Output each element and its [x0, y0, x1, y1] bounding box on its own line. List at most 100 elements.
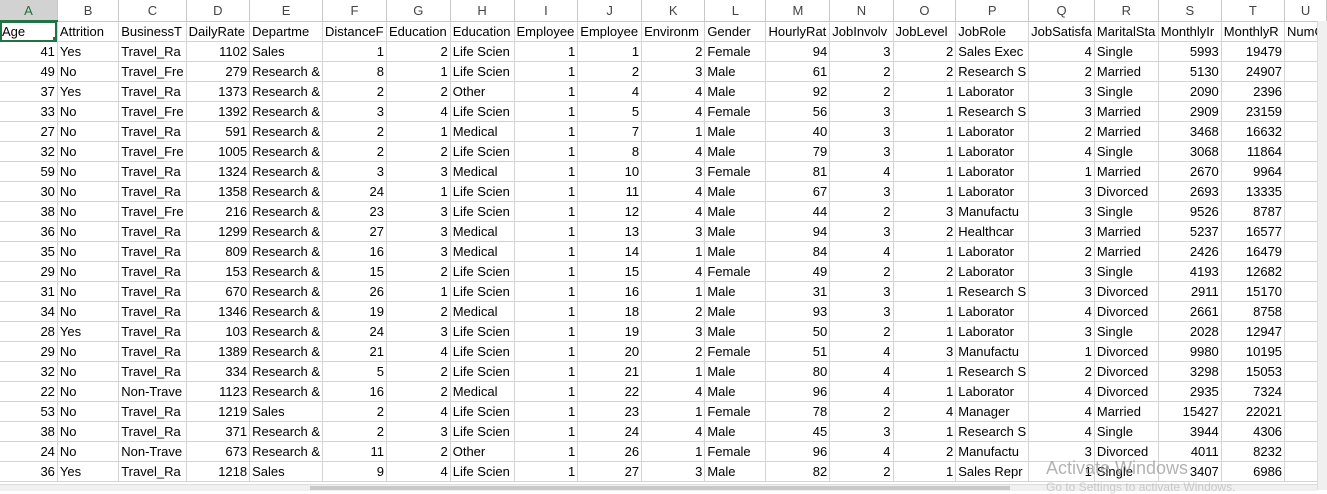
data-cell[interactable]: Travel_Ra [118, 161, 187, 182]
data-cell[interactable]: Married [1094, 61, 1159, 82]
data-cell[interactable]: Research & [249, 421, 324, 442]
data-cell[interactable]: 1 [514, 421, 579, 442]
data-cell[interactable]: 1 [893, 301, 957, 322]
data-cell[interactable]: 3 [1028, 181, 1095, 202]
data-cell[interactable]: 14 [577, 241, 643, 262]
data-cell[interactable]: Sales Exec [955, 41, 1030, 62]
data-cell[interactable]: 4 [641, 181, 706, 202]
data-cell[interactable]: 8 [577, 141, 643, 162]
data-cell[interactable]: Travel_Ra [118, 41, 187, 62]
data-cell[interactable]: 2 [893, 61, 957, 82]
data-cell[interactable]: 4 [829, 341, 894, 362]
data-cell[interactable]: Manufactu [955, 201, 1030, 222]
data-cell[interactable]: 8232 [1221, 441, 1286, 462]
data-cell[interactable]: 15 [577, 261, 643, 282]
data-cell[interactable]: 216 [186, 201, 251, 222]
column-header-f[interactable]: F [322, 0, 387, 22]
header-cell[interactable]: Employee [514, 21, 579, 42]
data-cell[interactable]: Single [1094, 41, 1159, 62]
data-cell[interactable]: 2 [1028, 121, 1095, 142]
data-cell[interactable]: Medical [450, 161, 515, 182]
data-cell[interactable]: 1 [893, 461, 957, 482]
data-cell[interactable]: 2 [893, 261, 957, 282]
data-cell[interactable]: 3 [386, 321, 451, 342]
data-cell[interactable]: No [57, 181, 120, 202]
data-cell[interactable]: 4 [893, 401, 957, 422]
data-cell[interactable]: 2 [1028, 361, 1095, 382]
data-cell[interactable]: 3 [829, 181, 894, 202]
data-cell[interactable]: 2 [386, 361, 451, 382]
data-cell[interactable]: No [57, 241, 120, 262]
data-cell[interactable]: 2 [322, 141, 387, 162]
data-cell[interactable]: Travel_Ra [118, 301, 187, 322]
data-cell[interactable]: 1 [641, 401, 706, 422]
data-cell[interactable]: 16 [322, 241, 387, 262]
data-cell[interactable]: 4 [829, 361, 894, 382]
data-cell[interactable]: 1 [893, 141, 957, 162]
data-cell[interactable]: Travel_Ra [118, 281, 187, 302]
column-header-b[interactable]: B [57, 0, 120, 22]
data-cell[interactable]: 1005 [186, 141, 251, 162]
column-header-c[interactable]: C [118, 0, 187, 22]
data-cell[interactable]: 3 [829, 121, 894, 142]
data-cell[interactable]: 3 [386, 161, 451, 182]
data-cell[interactable]: 2 [829, 461, 894, 482]
data-cell[interactable]: Research & [249, 181, 324, 202]
data-cell[interactable]: 11864 [1221, 141, 1286, 162]
data-cell[interactable]: 1 [577, 41, 643, 62]
data-cell[interactable]: 4 [641, 201, 706, 222]
data-cell[interactable]: 3944 [1158, 421, 1222, 442]
data-cell[interactable]: 32 [0, 361, 58, 382]
data-cell[interactable]: 4 [829, 381, 894, 402]
data-cell[interactable]: 1324 [186, 161, 251, 182]
data-cell[interactable]: 12947 [1221, 321, 1286, 342]
data-cell[interactable]: 3 [893, 341, 957, 362]
data-cell[interactable]: 9526 [1158, 201, 1222, 222]
data-cell[interactable]: Sales [249, 461, 324, 482]
data-cell[interactable]: Divorced [1094, 381, 1159, 402]
data-cell[interactable]: 1 [893, 101, 957, 122]
data-cell[interactable]: 1 [514, 121, 579, 142]
data-cell[interactable]: 21 [322, 341, 387, 362]
data-cell[interactable]: Married [1094, 161, 1159, 182]
data-cell[interactable]: Laborator [955, 141, 1030, 162]
data-cell[interactable]: 9980 [1158, 341, 1222, 362]
data-cell[interactable]: Laborator [955, 121, 1030, 142]
data-cell[interactable]: Life Scien [450, 281, 515, 302]
data-cell[interactable]: Life Scien [450, 341, 515, 362]
data-cell[interactable]: Female [704, 341, 767, 362]
data-cell[interactable]: Married [1094, 121, 1159, 142]
data-cell[interactable]: No [57, 161, 120, 182]
data-cell[interactable]: 10 [577, 161, 643, 182]
scrollbar-thumb[interactable] [310, 486, 1010, 490]
data-cell[interactable]: 24907 [1221, 61, 1286, 82]
data-cell[interactable]: 16 [322, 381, 387, 402]
data-cell[interactable]: 1 [641, 441, 706, 462]
data-cell[interactable]: 21 [577, 361, 643, 382]
data-cell[interactable]: 1373 [186, 81, 251, 102]
data-cell[interactable]: No [57, 141, 120, 162]
data-cell[interactable]: 8758 [1221, 301, 1286, 322]
header-cell[interactable]: BusinessT [118, 21, 187, 42]
data-cell[interactable]: 1 [893, 321, 957, 342]
data-cell[interactable]: Male [704, 81, 767, 102]
data-cell[interactable]: 16 [577, 281, 643, 302]
data-cell[interactable]: 2935 [1158, 381, 1222, 402]
data-cell[interactable]: 1392 [186, 101, 251, 122]
data-cell[interactable]: 2 [322, 401, 387, 422]
data-cell[interactable]: No [57, 201, 120, 222]
data-cell[interactable]: 1299 [186, 221, 251, 242]
data-cell[interactable]: 5237 [1158, 221, 1222, 242]
column-header-n[interactable]: N [829, 0, 894, 22]
data-cell[interactable]: Travel_Ra [118, 341, 187, 362]
data-cell[interactable]: Single [1094, 261, 1159, 282]
data-cell[interactable]: No [57, 281, 120, 302]
data-cell[interactable]: 371 [186, 421, 251, 442]
data-cell[interactable]: 96 [765, 381, 831, 402]
data-cell[interactable]: Research & [249, 441, 324, 462]
data-cell[interactable]: 3 [829, 281, 894, 302]
data-cell[interactable]: Research & [249, 241, 324, 262]
data-cell[interactable]: 7324 [1221, 381, 1286, 402]
data-cell[interactable]: 4 [386, 461, 451, 482]
header-cell[interactable]: Departme [249, 21, 324, 42]
